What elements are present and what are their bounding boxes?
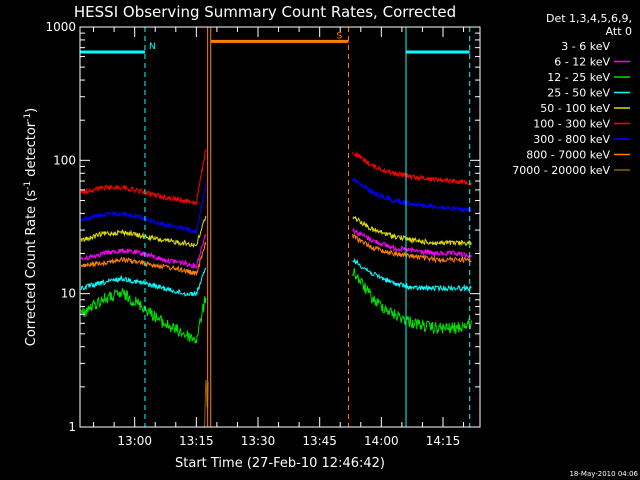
series-line-100-300-kev-1 bbox=[80, 149, 207, 206]
series-line-300-800-kev-2 bbox=[352, 177, 472, 213]
series-line-6-12-kev-1 bbox=[80, 233, 207, 269]
plot-frame bbox=[79, 26, 481, 428]
legend-label-12-25-kev: 12 - 25 keV bbox=[547, 71, 610, 84]
series-line-25-50-kev-2 bbox=[352, 258, 472, 293]
y-tick-label-10: 10 bbox=[61, 287, 76, 301]
series-line-50-100-kev-1 bbox=[80, 215, 207, 249]
legend-label-50-100-kev: 50 - 100 keV bbox=[540, 102, 610, 115]
series-line-25-50-kev-1 bbox=[80, 267, 207, 297]
axes: 1 10 100 1000 13:00 13:15 13:30 13:45 14:00 14:15 bbox=[45, 20, 480, 448]
series-line-3-6-kev-2 bbox=[352, 232, 472, 274]
series-line-50-100-kev-2 bbox=[352, 215, 472, 247]
legend-label-800-7000-kev: 800 - 7000 keV bbox=[526, 149, 610, 162]
x-tick-label-14-15: 14:15 bbox=[426, 434, 461, 448]
series-line-6-12-kev-2 bbox=[352, 227, 472, 259]
legend-label-100-300-kev: 100 - 300 keV bbox=[533, 118, 610, 131]
legend-header-2: Att 0 bbox=[606, 25, 632, 38]
y-axis-label-part: Corrected Count Rate (s bbox=[24, 190, 39, 347]
y-axis-label-part: detector bbox=[24, 121, 39, 181]
series-line-12-25-kev-1 bbox=[80, 287, 207, 344]
series-line-800-7000-kev-1 bbox=[80, 242, 207, 277]
series-line-300-800-kev-1 bbox=[80, 182, 207, 234]
x-axis-label: Start Time (27-Feb-10 12:46:42) bbox=[175, 456, 385, 471]
series-line-800-7000-kev-2 bbox=[352, 233, 472, 264]
legend-label-300-800-kev: 300 - 800 keV bbox=[533, 133, 610, 146]
x-tick-label-13-15: 13:15 bbox=[179, 434, 214, 448]
x-tick-label-13-00: 13:00 bbox=[117, 434, 152, 448]
y-axis-label: Corrected Count Rate (s-1 detector-1) bbox=[23, 108, 39, 346]
flag-label-n: N bbox=[149, 42, 156, 52]
legend-label-25-50-kev: 25 - 50 keV bbox=[547, 87, 610, 100]
x-tick-label-13-45: 13:45 bbox=[302, 434, 337, 448]
x-tick-label-13-30: 13:30 bbox=[241, 434, 276, 448]
legend-label-6-12-kev: 6 - 12 keV bbox=[554, 56, 610, 69]
chart-title: HESSI Observing Summary Count Rates, Cor… bbox=[74, 3, 456, 21]
series-line-100-300-kev-2 bbox=[352, 151, 472, 187]
y-tick-label-100: 100 bbox=[53, 153, 76, 167]
y-axis-label-part: ) bbox=[24, 108, 39, 113]
series-line-3-6-kev-1 bbox=[80, 261, 207, 290]
legend-label-7000-20000-kev: 7000 - 20000 keV bbox=[512, 164, 610, 177]
date-stamp: 18-May-2010 04:06 bbox=[569, 470, 638, 478]
y-tick-label-1000: 1000 bbox=[45, 20, 76, 34]
x-tick-label-14-00: 14:00 bbox=[364, 434, 399, 448]
legend-header-1: Det 1,3,4,5,6,9, bbox=[546, 12, 632, 25]
flag-marker-layer: NS bbox=[80, 27, 471, 427]
y-tick-label-1: 1 bbox=[68, 420, 76, 434]
legend-label-3-6-kev: 3 - 6 keV bbox=[561, 40, 610, 53]
legend: Det 1,3,4,5,6,9,Att 0 3 - 6 keV 6 - 12 keV… bbox=[512, 12, 632, 177]
y-axis-label-part: -1 bbox=[23, 113, 33, 122]
series-line-12-25-kev-2 bbox=[352, 268, 472, 335]
flag-label-s: S bbox=[336, 31, 342, 41]
y-axis-label-part: -1 bbox=[23, 181, 33, 190]
data-series-layer bbox=[80, 149, 472, 429]
